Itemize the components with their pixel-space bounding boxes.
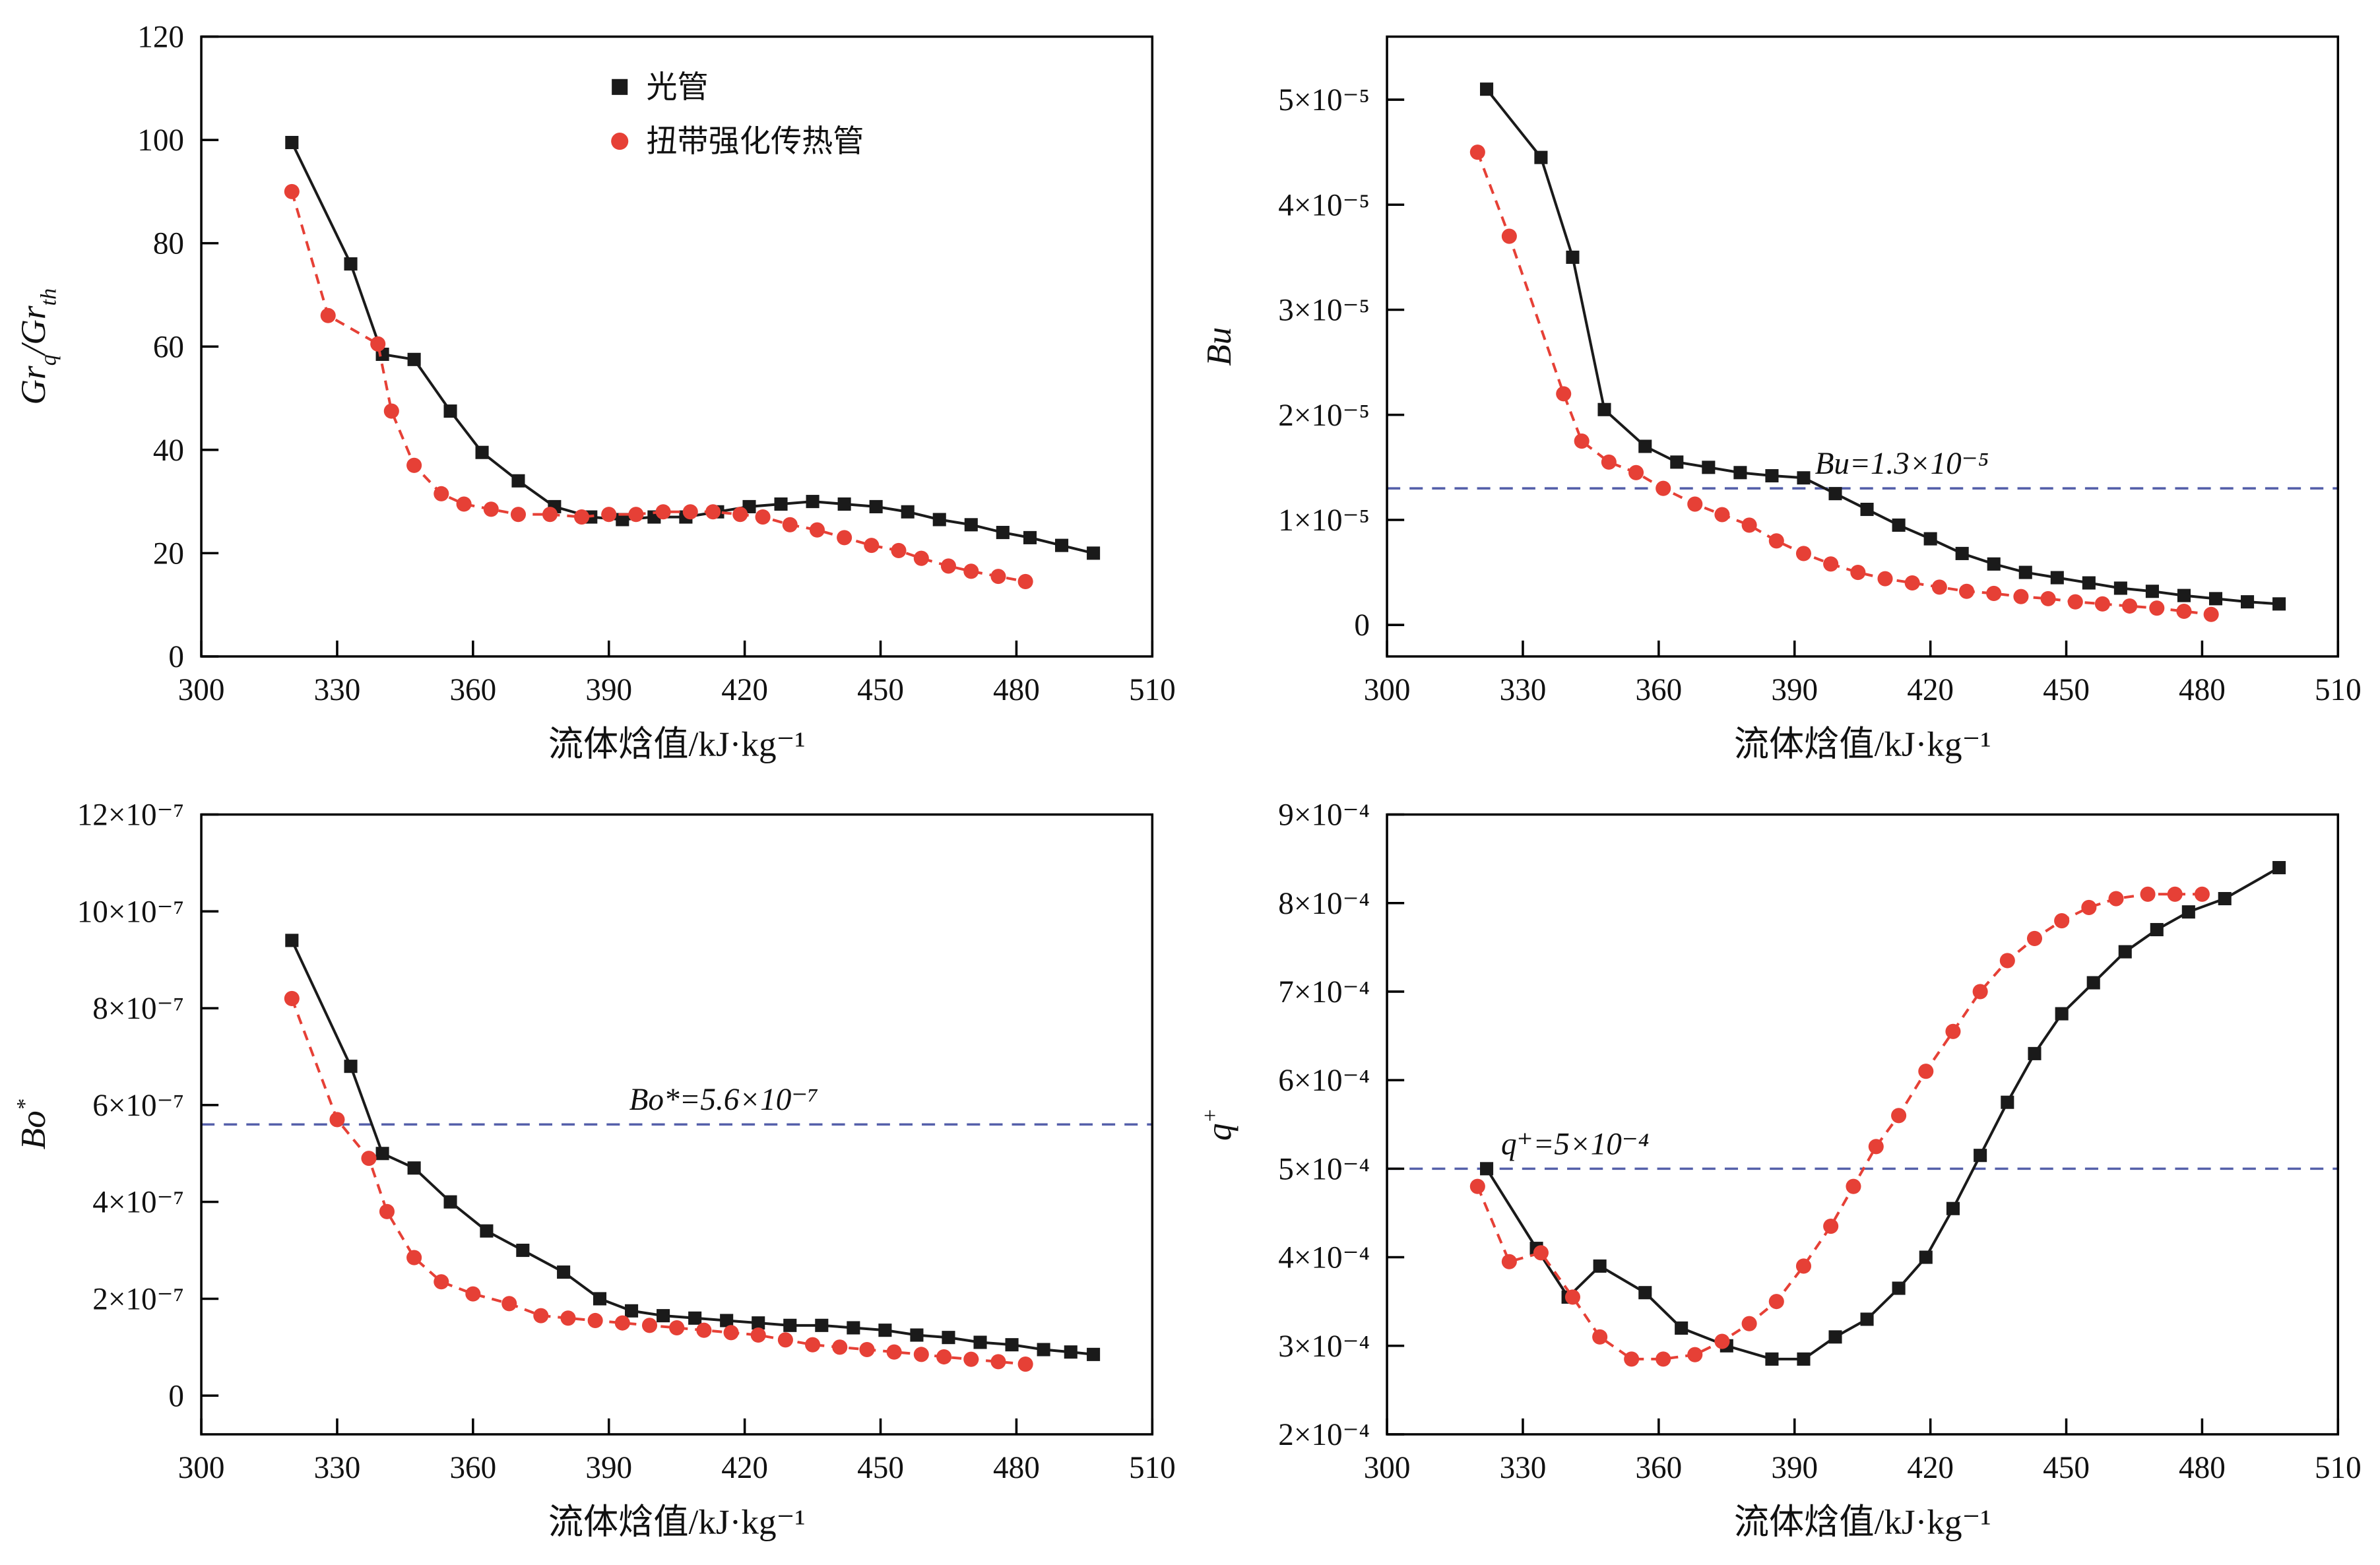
svg-text:480: 480 bbox=[2179, 673, 2226, 707]
panel-q-plus: q⁺=5×10⁻⁴ 300 330 360 390 420 450 480 510 2×10⁻⁴ 3… bbox=[1194, 786, 2373, 1557]
panel-bu: Bu=1.3×10⁻⁵ 300 330 360 390 420 450 480 510 0 1×10… bbox=[1194, 8, 2373, 779]
svg-text:480: 480 bbox=[993, 1451, 1040, 1485]
svg-text:2×10⁻⁷: 2×10⁻⁷ bbox=[92, 1283, 184, 1317]
svg-text:390: 390 bbox=[585, 1451, 632, 1485]
svg-text:450: 450 bbox=[2043, 673, 2090, 707]
svg-text:300: 300 bbox=[1363, 1451, 1410, 1485]
svg-text:450: 450 bbox=[857, 1451, 904, 1485]
chart-grq-grth: 300 330 360 390 420 450 480 510 0 20 40 60 80 100 120 流… bbox=[14, 20, 1176, 764]
svg-text:120: 120 bbox=[137, 20, 184, 55]
svg-text:100: 100 bbox=[137, 123, 184, 158]
svg-text:360: 360 bbox=[1635, 1451, 1682, 1485]
svg-text:60: 60 bbox=[153, 330, 184, 364]
svg-text:390: 390 bbox=[585, 673, 632, 707]
svg-text:20: 20 bbox=[153, 536, 184, 571]
svg-text:2×10⁻⁴: 2×10⁻⁴ bbox=[1278, 1418, 1370, 1452]
svg-text:450: 450 bbox=[857, 673, 904, 707]
svg-text:1×10⁻⁵: 1×10⁻⁵ bbox=[1278, 503, 1370, 538]
svg-text:8×10⁻⁷: 8×10⁻⁷ bbox=[92, 992, 184, 1026]
svg-text:300: 300 bbox=[1363, 673, 1410, 707]
svg-text:390: 390 bbox=[1771, 1451, 1818, 1485]
svg-text:510: 510 bbox=[2314, 673, 2361, 707]
svg-text:510: 510 bbox=[2314, 1451, 2361, 1485]
chart-q-plus: q⁺=5×10⁻⁴ 300 330 360 390 420 450 480 510 2×10⁻⁴ 3… bbox=[1198, 798, 2362, 1542]
svg-text:7×10⁻⁴: 7×10⁻⁴ bbox=[1278, 975, 1370, 1009]
svg-text:6×10⁻⁷: 6×10⁻⁷ bbox=[92, 1089, 184, 1123]
svg-text:0: 0 bbox=[168, 1379, 184, 1413]
svg-text:5×10⁻⁵: 5×10⁻⁵ bbox=[1278, 83, 1370, 117]
panel-bo-star: Bo*=5.6×10⁻⁷ 300 330 360 390 420 450 480 510 0 2×1… bbox=[8, 786, 1187, 1557]
svg-text:360: 360 bbox=[449, 1451, 496, 1485]
svg-text:330: 330 bbox=[314, 1451, 361, 1485]
svg-text:扭带强化传热管: 扭带强化传热管 bbox=[646, 125, 864, 159]
svg-text:420: 420 bbox=[721, 1451, 768, 1485]
svg-text:420: 420 bbox=[1907, 1451, 1954, 1485]
svg-text:流体焓值/kJ·kg⁻¹: 流体焓值/kJ·kg⁻¹ bbox=[548, 724, 806, 763]
svg-text:450: 450 bbox=[2043, 1451, 2090, 1485]
svg-text:Bo*: Bo* bbox=[13, 1099, 53, 1149]
svg-text:0: 0 bbox=[168, 640, 184, 674]
svg-text:330: 330 bbox=[1499, 673, 1546, 707]
svg-text:q⁺=5×10⁻⁴: q⁺=5×10⁻⁴ bbox=[1501, 1127, 1649, 1161]
svg-text:510: 510 bbox=[1129, 1451, 1176, 1485]
svg-text:3×10⁻⁴: 3×10⁻⁴ bbox=[1278, 1329, 1370, 1364]
svg-text:Grq/Grth: Grq/Grth bbox=[14, 288, 61, 405]
svg-text:4×10⁻⁴: 4×10⁻⁴ bbox=[1278, 1241, 1370, 1275]
svg-text:q+: q+ bbox=[1198, 1108, 1238, 1141]
svg-text:330: 330 bbox=[1499, 1451, 1546, 1485]
svg-text:300: 300 bbox=[178, 673, 225, 707]
svg-text:0: 0 bbox=[1354, 608, 1370, 643]
svg-text:330: 330 bbox=[314, 673, 361, 707]
svg-text:Bo*=5.6×10⁻⁷: Bo*=5.6×10⁻⁷ bbox=[629, 1083, 819, 1117]
svg-text:5×10⁻⁴: 5×10⁻⁴ bbox=[1278, 1152, 1370, 1186]
svg-text:光管: 光管 bbox=[646, 71, 708, 105]
svg-text:Bu=1.3×10⁻⁵: Bu=1.3×10⁻⁵ bbox=[1815, 447, 1988, 481]
svg-text:420: 420 bbox=[721, 673, 768, 707]
svg-text:8×10⁻⁴: 8×10⁻⁴ bbox=[1278, 887, 1370, 921]
svg-text:6×10⁻⁴: 6×10⁻⁴ bbox=[1278, 1064, 1370, 1098]
svg-text:4×10⁻⁷: 4×10⁻⁷ bbox=[92, 1186, 184, 1220]
svg-text:12×10⁻⁷: 12×10⁻⁷ bbox=[77, 798, 184, 833]
svg-text:480: 480 bbox=[2179, 1451, 2226, 1485]
panel-grq-grth: 300 330 360 390 420 450 480 510 0 20 40 60 80 100 120 流… bbox=[8, 8, 1187, 779]
svg-text:510: 510 bbox=[1129, 673, 1176, 707]
svg-text:流体焓值/kJ·kg⁻¹: 流体焓值/kJ·kg⁻¹ bbox=[1733, 724, 1991, 763]
svg-text:9×10⁻⁴: 9×10⁻⁴ bbox=[1278, 798, 1370, 833]
svg-text:420: 420 bbox=[1907, 673, 1954, 707]
svg-text:300: 300 bbox=[178, 1451, 225, 1485]
chart-bu: Bu=1.3×10⁻⁵ 300 330 360 390 420 450 480 510 0 1×10… bbox=[1200, 35, 2361, 763]
chart-bo-star: Bo*=5.6×10⁻⁷ 300 330 360 390 420 450 480 510 0 2×1… bbox=[13, 798, 1176, 1542]
svg-text:流体焓值/kJ·kg⁻¹: 流体焓值/kJ·kg⁻¹ bbox=[1733, 1502, 1991, 1541]
svg-text:360: 360 bbox=[449, 673, 496, 707]
svg-text:360: 360 bbox=[1635, 673, 1682, 707]
svg-text:2×10⁻⁵: 2×10⁻⁵ bbox=[1278, 399, 1370, 433]
svg-text:10×10⁻⁷: 10×10⁻⁷ bbox=[77, 895, 184, 929]
svg-text:流体焓值/kJ·kg⁻¹: 流体焓值/kJ·kg⁻¹ bbox=[548, 1502, 806, 1541]
svg-text:40: 40 bbox=[153, 433, 184, 468]
svg-text:3×10⁻⁵: 3×10⁻⁵ bbox=[1278, 294, 1370, 328]
svg-text:480: 480 bbox=[993, 673, 1040, 707]
svg-text:80: 80 bbox=[153, 227, 184, 261]
svg-text:390: 390 bbox=[1771, 673, 1818, 707]
svg-text:Bu: Bu bbox=[1200, 327, 1238, 366]
svg-text:4×10⁻⁵: 4×10⁻⁵ bbox=[1278, 188, 1370, 222]
